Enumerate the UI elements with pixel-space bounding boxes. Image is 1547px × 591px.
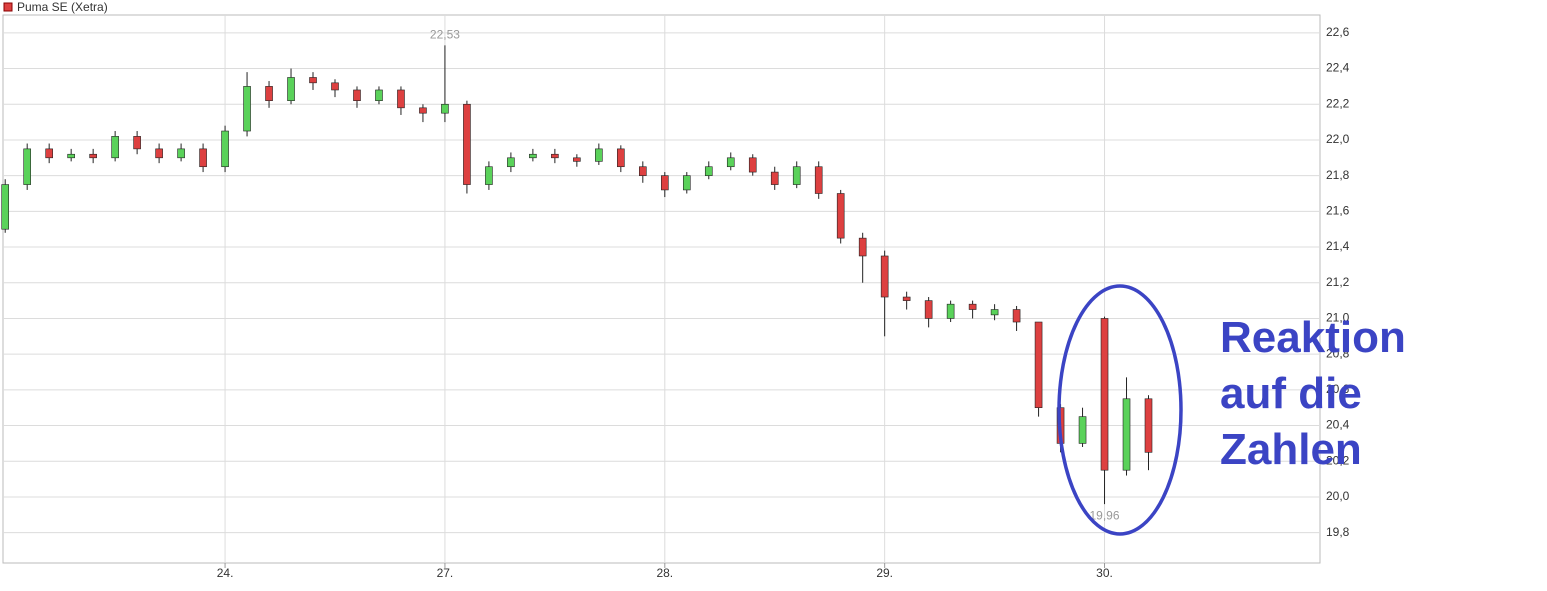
candle-body [660,175,669,191]
candle-body [155,148,163,159]
candle-body [1122,398,1131,471]
candle-body [89,153,97,159]
candle-body [595,148,603,162]
x-tick-label: 29. [876,566,893,580]
candle-body [682,175,691,191]
plot-frame [2,14,1321,564]
candle-body [726,157,735,168]
candle-body [309,77,317,84]
y-tick-label: 19,8 [1326,525,1350,539]
y-tick-label: 22,0 [1326,132,1350,146]
candle-body [111,136,119,159]
y-tick-label: 21,0 [1326,311,1350,325]
candle-body [23,148,31,185]
callout: Reaktion auf die Zahlen [1220,313,1406,474]
candle-body [287,77,295,101]
candle-body [946,303,955,319]
candle-body [902,296,911,301]
candle-body [265,86,273,101]
x-tick-label: 28. [656,566,673,580]
candle-body [177,148,185,159]
candle-body [639,166,647,176]
y-tick-label: 20,8 [1326,346,1350,360]
candle-body [1,184,9,230]
extreme-label: 22,53 [430,28,460,42]
candle-body [814,166,823,194]
candle-body [529,153,537,159]
extreme-label: 19,96 [1090,508,1120,522]
y-tick-label: 21,6 [1326,204,1350,218]
candle-body [1078,416,1087,444]
candle-body [485,166,493,185]
candle-body [1034,321,1043,409]
candle-body [221,130,229,168]
candle-body [397,89,405,109]
candle-body [331,82,339,91]
candle-body [243,86,251,132]
y-tick-label: 21,8 [1326,168,1350,182]
candle-body [551,153,559,159]
candle-body [924,300,933,319]
candle-body [748,157,757,173]
y-tick-label: 22,4 [1326,61,1350,75]
candle-body [45,148,53,159]
candle-body [792,166,801,185]
candle-body [199,148,207,168]
candle-body [419,107,427,114]
highlight-ellipse [1057,284,1183,536]
candle-body [990,309,999,316]
candle-body [67,153,75,159]
candle-body [573,157,581,162]
candle-body [353,89,361,101]
candle-body [1100,318,1109,471]
candle-body [880,255,889,298]
y-tick-label: 20,2 [1326,453,1350,467]
candle-body [507,157,515,168]
candle-body [836,193,845,239]
y-tick-label: 21,2 [1326,275,1350,289]
candle-body [968,303,977,310]
candle-body [133,136,141,150]
y-tick-label: 22,6 [1326,25,1350,39]
y-tick-label: 20,4 [1326,418,1350,432]
legend-label: Puma SE (Xetra) [17,0,108,14]
y-tick-label: 22,2 [1326,96,1350,110]
x-tick-label: 24. [217,566,234,580]
legend-swatch [3,2,13,12]
x-tick-label: 30. [1096,566,1113,580]
candle-body [770,171,779,185]
candle-body [858,237,867,257]
y-tick-label: 20,6 [1326,382,1350,396]
candle-body [1144,398,1153,453]
x-tick-label: 27. [437,566,454,580]
candle-body [463,103,471,185]
candle-body [375,89,383,101]
candle-body [617,148,625,168]
candle-body [704,166,713,176]
y-tick-label: 20,0 [1326,489,1350,503]
candle-body [1012,309,1021,323]
y-tick-label: 21,4 [1326,239,1350,253]
candle-body [441,103,449,114]
